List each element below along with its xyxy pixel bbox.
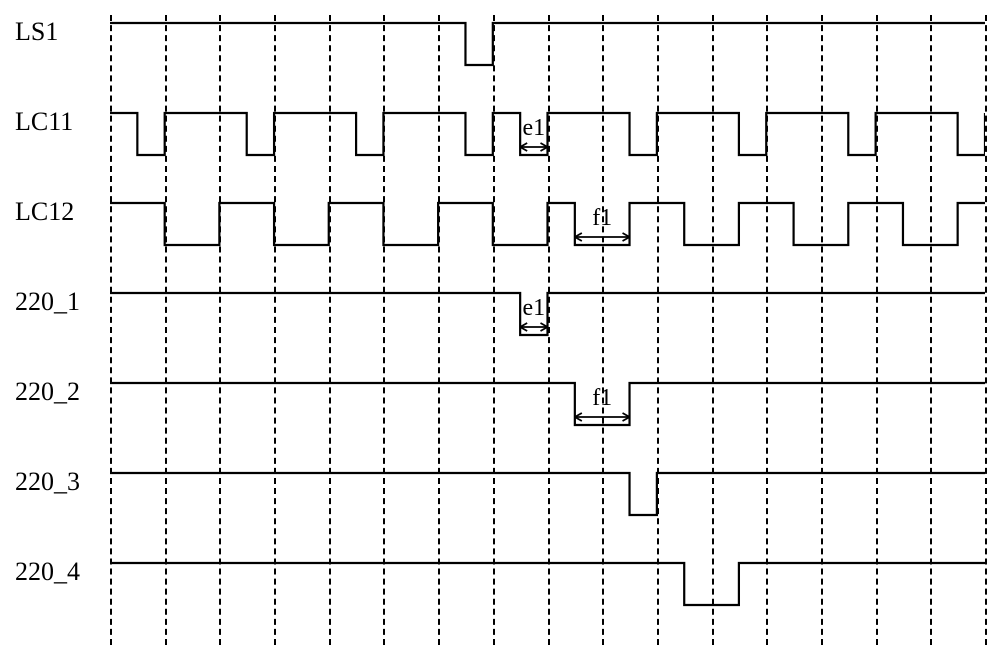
signal-row-LS1: LS1 [15, 15, 985, 105]
signal-row-LC12: LC12f1 [15, 195, 985, 285]
signal-canvas [110, 555, 985, 645]
signal-label: 220_4 [15, 555, 110, 587]
signal-label: LC12 [15, 195, 110, 227]
signal-canvas [110, 15, 985, 105]
timing-diagram: LS1LC11e1LC12f1220_1e1220_2f1220_3220_4 [15, 15, 985, 645]
signal-label: LC11 [15, 105, 110, 137]
dimension-arrow [520, 143, 547, 151]
signal-row-LC11: LC11e1 [15, 105, 985, 195]
dimension-arrow [575, 233, 630, 241]
signal-row-220_2: 220_2f1 [15, 375, 985, 465]
signal-label: LS1 [15, 15, 110, 47]
waveform [110, 465, 985, 555]
signal-row-220_3: 220_3 [15, 465, 985, 555]
waveform [110, 555, 985, 645]
waveform [110, 375, 985, 465]
dimension-arrow [575, 413, 630, 421]
signal-label: 220_1 [15, 285, 110, 317]
signal-canvas [110, 465, 985, 555]
waveform [110, 105, 985, 195]
signal-canvas: e1 [110, 105, 985, 195]
signal-row-220_4: 220_4 [15, 555, 985, 645]
signal-canvas: e1 [110, 285, 985, 375]
dimension-arrow [520, 323, 547, 331]
signal-label: 220_3 [15, 465, 110, 497]
waveform [110, 195, 985, 285]
signal-row-220_1: 220_1e1 [15, 285, 985, 375]
signal-label: 220_2 [15, 375, 110, 407]
waveform [110, 15, 985, 105]
waveform [110, 285, 985, 375]
signal-canvas: f1 [110, 375, 985, 465]
signal-canvas: f1 [110, 195, 985, 285]
